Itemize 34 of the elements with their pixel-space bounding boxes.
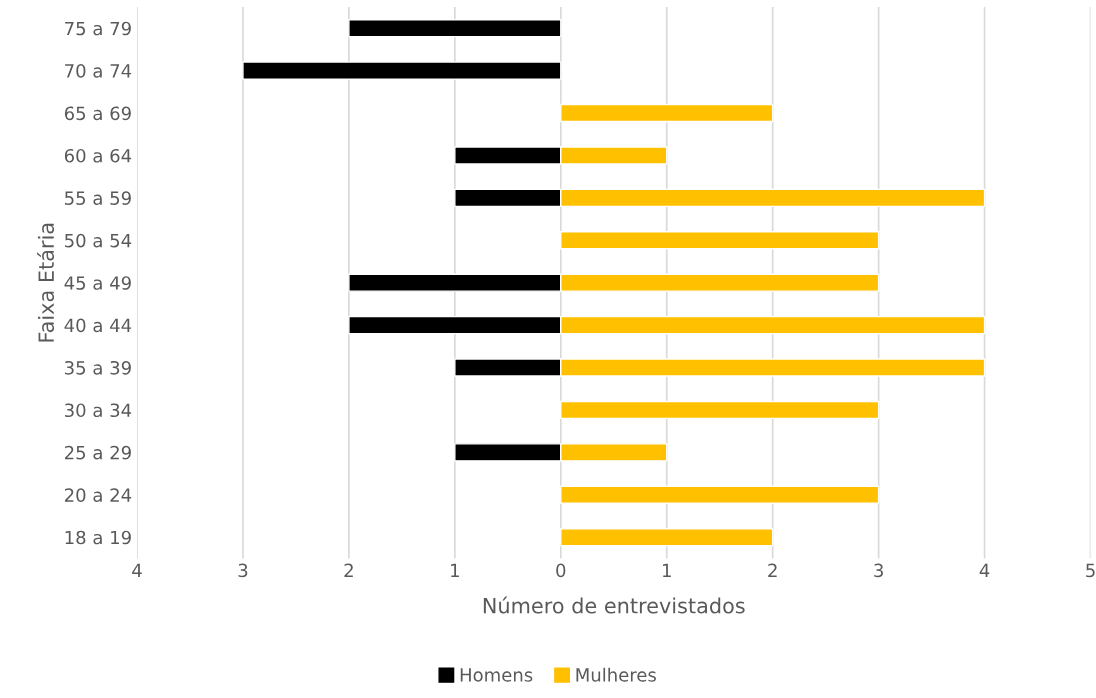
y-tick-label: 75 a 79: [65, 21, 131, 36]
x-tick-label: 1: [662, 563, 671, 577]
x-tick-label: 4: [979, 563, 990, 577]
y-tick-label: 40 a 44: [64, 318, 132, 333]
y-tick-label: 18 a 19: [65, 530, 131, 545]
bar: [560, 400, 880, 420]
y-tick-label: 25 a 29: [64, 445, 131, 460]
y-tick-label: 70 a 74: [65, 64, 132, 78]
bar: [560, 103, 774, 123]
y-tick-label: 60 a 64: [64, 148, 132, 163]
bar: [348, 19, 562, 38]
y-tick-label: 45 a 49: [64, 276, 131, 290]
bar: [560, 528, 774, 547]
legend-label: Homens: [460, 668, 533, 682]
x-tick-label: 5: [1086, 563, 1095, 578]
x-tick-label: 2: [344, 563, 353, 577]
x-tick-label: 2: [768, 563, 777, 577]
y-tick-label: 65 a 69: [64, 106, 131, 121]
y-tick-label: 30 a 34: [65, 403, 132, 418]
y-tick-label: 50 a 54: [65, 233, 132, 248]
y-axis-title: Faixa Etária: [37, 223, 55, 342]
x-axis-title: Número de entrevistados: [483, 596, 745, 614]
y-tick-label: 20 a 24: [64, 488, 132, 502]
x-tick-label: 3: [238, 563, 248, 578]
x-tick-label: 0: [556, 563, 566, 578]
x-tick-label: 3: [874, 563, 883, 578]
legend-label: Mulheres: [576, 667, 656, 682]
x-tick-label: 1: [451, 563, 459, 577]
y-tick-label: 55 a 59: [65, 191, 131, 205]
x-tick-label: 4: [132, 563, 142, 577]
bar: [560, 485, 880, 504]
y-tick-label: 35 a 39: [65, 360, 131, 375]
bar: [560, 231, 880, 250]
bar: [242, 61, 562, 80]
